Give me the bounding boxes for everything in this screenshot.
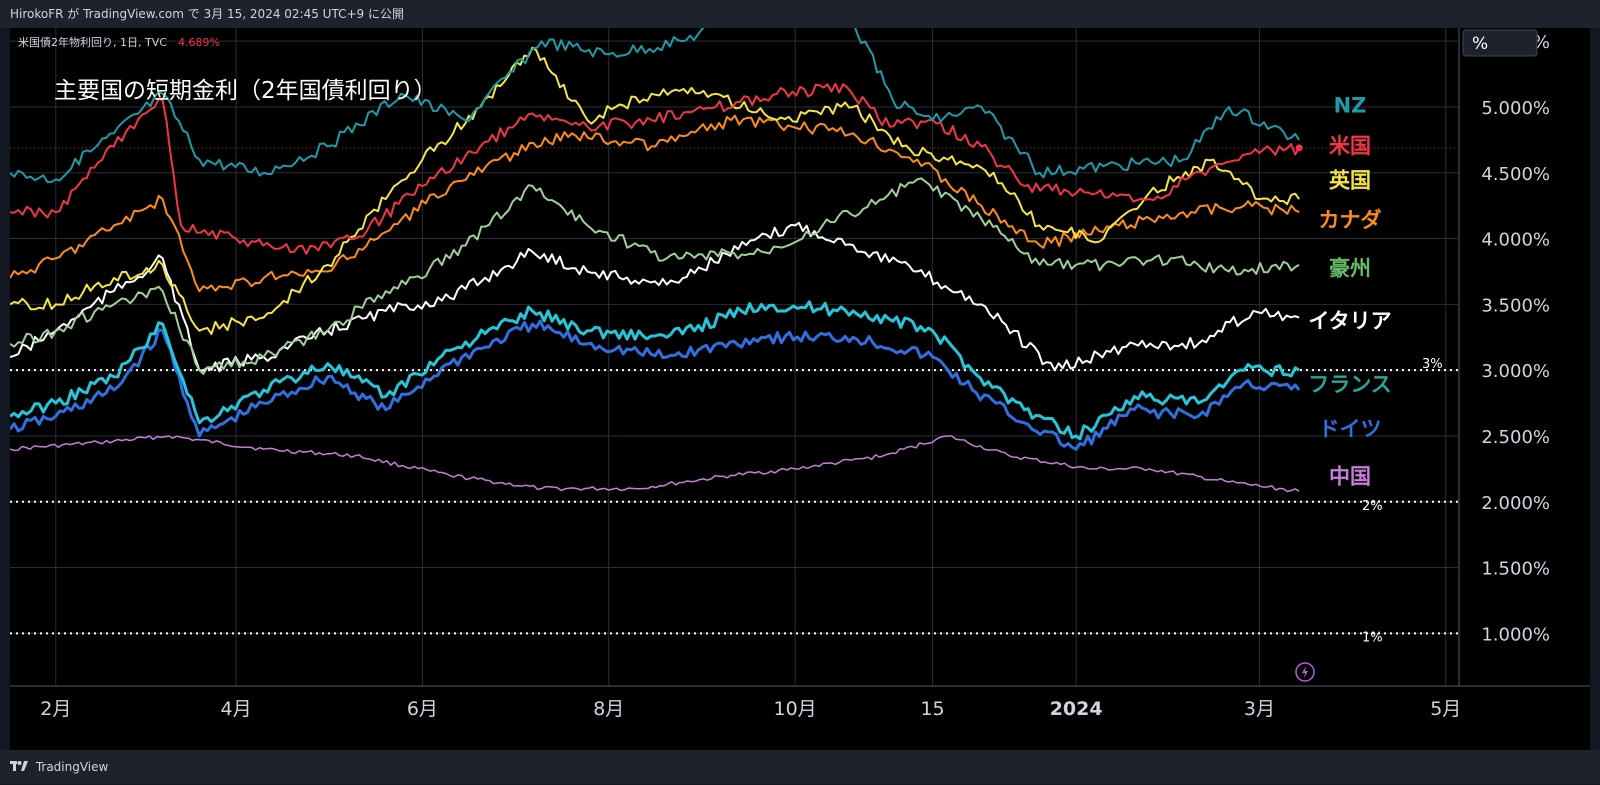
- series-line-2: [10, 319, 1301, 451]
- series-line-7: [10, 46, 1300, 335]
- series-line-3: [10, 300, 1300, 441]
- series-label: 英国: [1329, 168, 1371, 192]
- y-tick-label: 2.500%: [1481, 427, 1550, 448]
- y-tick-label: 2.000%: [1481, 493, 1550, 514]
- x-tick-label: 2月: [40, 698, 71, 720]
- series-label: カナダ: [1319, 208, 1382, 232]
- x-tick-label: 15: [920, 698, 944, 720]
- flash-icon-bolt: [1302, 666, 1308, 678]
- x-tick-label: 3月: [1244, 698, 1275, 720]
- x-tick-label: 6月: [407, 698, 438, 720]
- chart-svg[interactable]: 米国債2年物利回り, 1日, TVC 4.689% 主要国の短期金利（2年国債利…: [10, 28, 1590, 750]
- y-tick-label: 5.000%: [1481, 98, 1550, 119]
- y-tick-label: 4.000%: [1481, 230, 1550, 251]
- series-label: ドイツ: [1319, 417, 1382, 441]
- x-tick-label: 4月: [221, 698, 252, 720]
- unit-box: [1462, 29, 1538, 57]
- flash-icon: [1295, 662, 1315, 682]
- series-label: 中国: [1329, 464, 1371, 488]
- symbol-description: 米国債2年物利回り, 1日, TVC: [18, 35, 167, 49]
- x-tick-label: 10月: [774, 698, 817, 720]
- y-unit-label: %: [1472, 34, 1488, 54]
- series-label: フランス: [1308, 372, 1392, 396]
- brand-name: TradingView: [35, 760, 109, 774]
- series-line-8: [10, 82, 1300, 255]
- series-line-5: [10, 177, 1300, 375]
- series-label: イタリア: [1308, 309, 1391, 333]
- reference-line-label: 2%: [1362, 499, 1383, 514]
- reference-line-label: 1%: [1362, 630, 1383, 645]
- chart-title: 主要国の短期金利（2年国債利回り）: [54, 78, 437, 104]
- series-line-6: [10, 114, 1300, 293]
- x-tick-label: 5月: [1430, 698, 1461, 720]
- reference-line-label: 3%: [1422, 357, 1443, 372]
- series-label: 豪州: [1329, 257, 1371, 281]
- publish-info-bar: HirokoFR が TradingView.com で 3月 15, 2024…: [0, 0, 1600, 28]
- symbol-last-value: 4.689%: [178, 36, 220, 49]
- y-tick-label: 1.500%: [1481, 559, 1550, 580]
- x-tick-label: 8月: [593, 698, 624, 720]
- y-tick-label: 3.500%: [1481, 295, 1550, 316]
- y-tick-label: 1.000%: [1481, 624, 1550, 645]
- last-value-dot: [1295, 144, 1303, 152]
- x-tick-label: 2024: [1050, 698, 1103, 720]
- series-label: 米国: [1329, 134, 1371, 158]
- tradingview-logo-icon: [10, 751, 28, 785]
- series-line-9: [10, 28, 1300, 184]
- price-axis-panel: [1459, 28, 1590, 750]
- publish-line: HirokoFR が TradingView.com で 3月 15, 2024…: [10, 7, 404, 21]
- chart-frame[interactable]: 米国債2年物利回り, 1日, TVC 4.689% 主要国の短期金利（2年国債利…: [10, 28, 1590, 750]
- series-line-4: [10, 221, 1300, 373]
- y-tick-label: 3.000%: [1481, 361, 1550, 382]
- y-tick-label: 4.500%: [1481, 164, 1550, 185]
- series-line-1: [10, 435, 1300, 493]
- brand-footer: TradingView: [0, 750, 1600, 784]
- series-label: NZ: [1334, 93, 1367, 117]
